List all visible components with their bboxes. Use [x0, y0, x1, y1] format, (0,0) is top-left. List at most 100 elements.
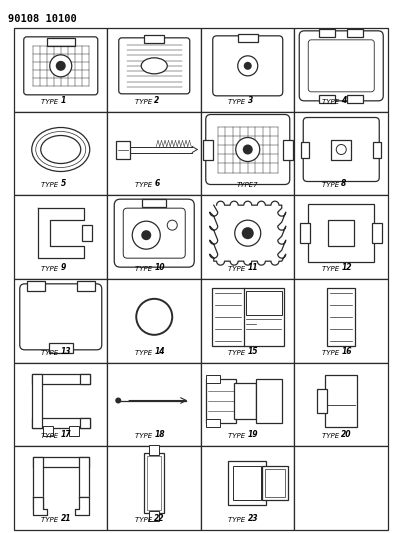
Text: TYPE: TYPE	[41, 266, 61, 272]
Circle shape	[50, 55, 72, 77]
Text: TYPE: TYPE	[41, 517, 61, 523]
Bar	[294, 28, 388, 112]
FancyBboxPatch shape	[206, 115, 290, 184]
Text: TYPE: TYPE	[229, 517, 248, 523]
Bar	[294, 112, 388, 195]
Bar	[372, 223, 382, 243]
Text: 5: 5	[61, 179, 66, 188]
Circle shape	[141, 230, 151, 240]
Bar	[32, 374, 42, 427]
Text: TYPE: TYPE	[135, 182, 154, 188]
Bar	[331, 140, 351, 159]
Bar	[301, 141, 309, 157]
Text: 22: 22	[154, 514, 165, 523]
Bar	[144, 35, 164, 43]
Text: TYPE: TYPE	[229, 350, 248, 356]
Text: TYPE: TYPE	[41, 433, 61, 439]
Bar	[294, 279, 388, 362]
Text: 20: 20	[341, 430, 352, 439]
Bar	[149, 511, 159, 521]
FancyBboxPatch shape	[114, 199, 194, 267]
Bar	[206, 378, 236, 423]
Bar	[149, 445, 159, 455]
Bar	[14, 112, 108, 195]
Text: TYPE: TYPE	[229, 433, 248, 439]
Bar	[14, 446, 108, 530]
FancyBboxPatch shape	[20, 284, 102, 350]
Polygon shape	[33, 497, 47, 515]
Bar	[14, 279, 108, 362]
Bar	[108, 28, 201, 112]
Text: TYPE: TYPE	[135, 433, 154, 439]
Text: TYPE: TYPE	[135, 350, 154, 356]
Text: 17: 17	[61, 430, 71, 439]
Text: 19: 19	[248, 430, 258, 439]
FancyBboxPatch shape	[303, 117, 379, 182]
Text: TYPE: TYPE	[41, 350, 61, 356]
Circle shape	[115, 398, 121, 403]
Bar	[212, 288, 284, 346]
Text: TYPE: TYPE	[41, 182, 61, 188]
Bar	[283, 140, 293, 159]
Circle shape	[243, 144, 253, 155]
Bar	[347, 29, 363, 37]
Bar	[82, 225, 92, 241]
Bar	[14, 195, 108, 279]
Bar	[69, 425, 79, 435]
Circle shape	[242, 227, 254, 239]
Bar	[27, 281, 45, 291]
Bar	[147, 456, 161, 510]
FancyBboxPatch shape	[213, 36, 283, 96]
Bar	[116, 141, 130, 158]
Bar	[373, 141, 381, 157]
Bar	[32, 374, 90, 384]
Bar	[108, 446, 201, 530]
Bar	[201, 446, 294, 530]
Bar	[265, 469, 285, 497]
Text: TYPE: TYPE	[322, 99, 341, 104]
FancyBboxPatch shape	[24, 37, 98, 95]
Text: TYPE: TYPE	[229, 266, 248, 272]
Text: 3: 3	[248, 95, 253, 104]
Bar	[319, 29, 335, 37]
Bar	[203, 140, 213, 159]
Bar	[201, 362, 294, 446]
Text: 13: 13	[61, 346, 71, 356]
Bar	[144, 453, 164, 513]
Text: TYPE: TYPE	[135, 99, 154, 104]
Bar	[206, 375, 220, 383]
Bar	[49, 343, 73, 353]
Bar	[317, 389, 327, 413]
Text: TYPE: TYPE	[322, 182, 341, 188]
Bar	[233, 466, 261, 500]
Text: 6: 6	[154, 179, 160, 188]
Text: 11: 11	[248, 263, 258, 272]
FancyBboxPatch shape	[308, 40, 374, 92]
Bar	[201, 28, 294, 112]
Bar	[262, 466, 288, 500]
Text: 9: 9	[61, 263, 66, 272]
Text: TYPE: TYPE	[135, 266, 154, 272]
Bar	[234, 383, 256, 418]
Bar	[33, 457, 43, 509]
Text: 18: 18	[154, 430, 165, 439]
Circle shape	[244, 62, 252, 70]
FancyBboxPatch shape	[299, 31, 383, 101]
Bar	[108, 195, 201, 279]
Bar	[14, 362, 108, 446]
Text: 8: 8	[341, 179, 346, 188]
Text: 1: 1	[61, 95, 66, 104]
Text: 15: 15	[248, 346, 258, 356]
Polygon shape	[38, 208, 84, 258]
Ellipse shape	[141, 58, 167, 74]
Bar	[142, 199, 166, 207]
Bar	[308, 204, 374, 262]
Bar	[228, 461, 266, 505]
Polygon shape	[75, 497, 89, 515]
Bar	[328, 220, 354, 246]
Bar	[325, 375, 357, 426]
Bar	[319, 95, 335, 103]
Bar	[246, 291, 282, 315]
Text: 21: 21	[61, 514, 71, 523]
Bar	[327, 288, 355, 346]
